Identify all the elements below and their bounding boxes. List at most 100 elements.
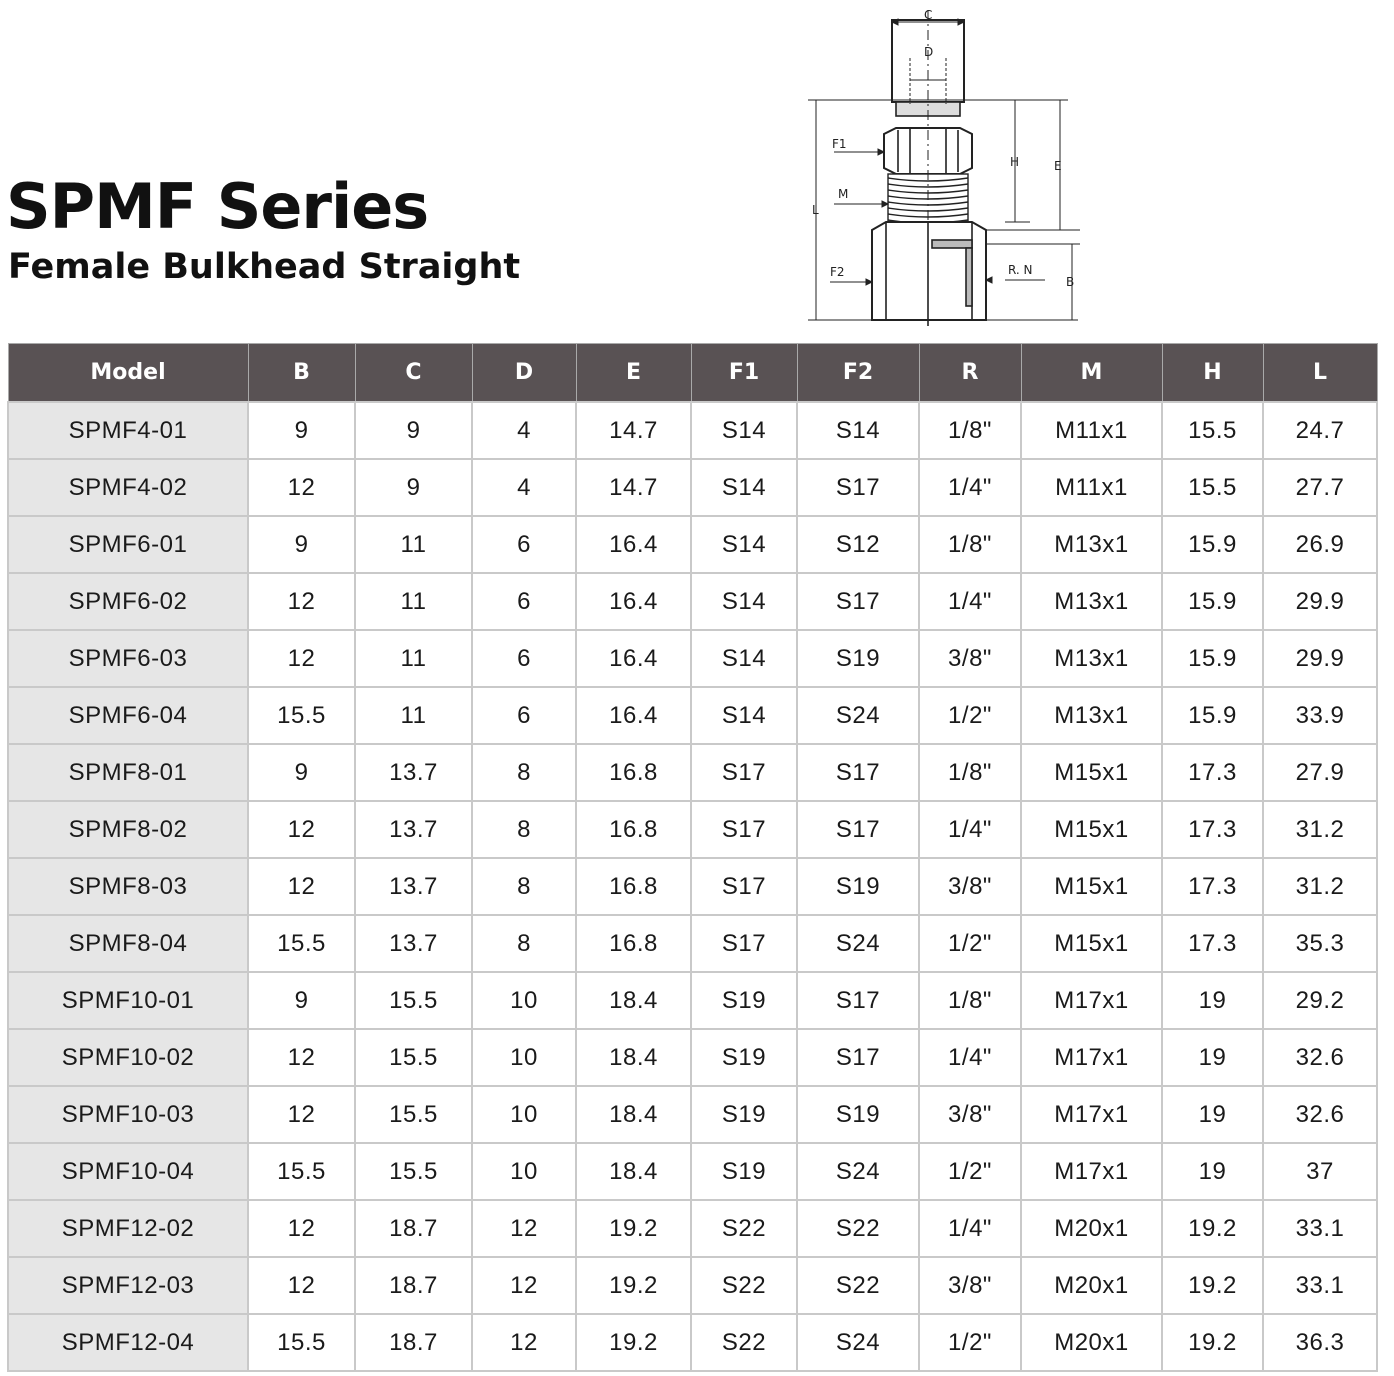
table-cell: 10 <box>471 971 577 1030</box>
table-cell: 31.2 <box>1262 857 1378 916</box>
table-cell: 12 <box>247 629 356 688</box>
table-cell: 16.4 <box>575 686 692 745</box>
page-title: SPMF Series <box>6 170 429 243</box>
table-cell: M17x1 <box>1020 1028 1163 1087</box>
table-cell: 3/8" <box>918 857 1022 916</box>
table-cell: 4 <box>471 401 577 460</box>
model-cell: SPMF12-04 <box>7 1313 249 1372</box>
table-cell: S14 <box>690 629 798 688</box>
table-cell: 15.5 <box>354 1028 473 1087</box>
table-cell: 19 <box>1161 1028 1264 1087</box>
table-cell: 1/2" <box>918 1313 1022 1372</box>
table-cell: 27.7 <box>1262 458 1378 517</box>
model-cell: SPMF8-04 <box>7 914 249 973</box>
table-header-row: Model B C D E F1 F2 R M H L <box>7 343 1378 403</box>
table-cell: 11 <box>354 515 473 574</box>
spec-table: Model B C D E F1 F2 R M H L SPMF4-01 9 9 4 1… <box>7 343 1378 1372</box>
table-cell: S17 <box>796 1028 920 1087</box>
table-cell: 9 <box>354 401 473 460</box>
table-cell: 1/4" <box>918 572 1022 631</box>
model-cell: SPMF10-02 <box>7 1028 249 1087</box>
model-cell: SPMF8-01 <box>7 743 249 802</box>
table-cell: 10 <box>471 1085 577 1144</box>
table-cell: 19.2 <box>1161 1313 1264 1372</box>
table-cell: 12 <box>247 572 356 631</box>
column-header: M <box>1020 343 1163 403</box>
table-cell: 11 <box>354 686 473 745</box>
table-cell: 15.5 <box>1161 401 1264 460</box>
column-header: L <box>1262 343 1378 403</box>
table-cell: 3/8" <box>918 1256 1022 1315</box>
table-cell: 8 <box>471 914 577 973</box>
table-cell: 27.9 <box>1262 743 1378 802</box>
table-cell: 11 <box>354 629 473 688</box>
table-cell: M17x1 <box>1020 1142 1163 1201</box>
table-cell: S19 <box>796 629 920 688</box>
table-cell: 8 <box>471 800 577 859</box>
table-cell: 32.6 <box>1262 1028 1378 1087</box>
table-row: SPMF6-04 15.5 11 6 16.4 S14 S24 1/2" M13x1 15.9 33… <box>7 686 1378 745</box>
table-cell: M15x1 <box>1020 857 1163 916</box>
model-cell: SPMF6-04 <box>7 686 249 745</box>
column-header: C <box>354 343 473 403</box>
table-row: SPMF10-03 12 15.5 10 18.4 S19 S19 3/8" M17x1 19 32… <box>7 1085 1378 1144</box>
table-cell: 1/8" <box>918 401 1022 460</box>
table-cell: 1/2" <box>918 914 1022 973</box>
table-cell: S17 <box>796 458 920 517</box>
table-cell: 12 <box>247 857 356 916</box>
column-header: R <box>918 343 1022 403</box>
table-cell: S17 <box>796 971 920 1030</box>
table-cell: S17 <box>796 800 920 859</box>
table-row: SPMF6-03 12 11 6 16.4 S14 S19 3/8" M13x1 15.9 29.9 <box>7 629 1378 688</box>
table-cell: S17 <box>690 800 798 859</box>
table-cell: M13x1 <box>1020 515 1163 574</box>
table-cell: 19.2 <box>575 1313 692 1372</box>
table-row: SPMF10-01 9 15.5 10 18.4 S19 S17 1/8" M17x1 19 29.… <box>7 971 1378 1030</box>
dimension-label-b: B <box>1066 275 1074 289</box>
table-cell: 12 <box>247 800 356 859</box>
table-cell: 11 <box>354 572 473 631</box>
model-cell: SPMF10-01 <box>7 971 249 1030</box>
model-cell: SPMF10-03 <box>7 1085 249 1144</box>
column-header: D <box>471 343 577 403</box>
table-cell: 17.3 <box>1161 914 1264 973</box>
table-cell: 19.2 <box>1161 1256 1264 1315</box>
table-cell: 3/8" <box>918 629 1022 688</box>
column-header: F1 <box>690 343 798 403</box>
table-cell: 18.4 <box>575 1085 692 1144</box>
table-cell: 1/4" <box>918 1028 1022 1087</box>
table-cell: S19 <box>796 857 920 916</box>
table-cell: M13x1 <box>1020 686 1163 745</box>
table-cell: S22 <box>690 1199 798 1258</box>
table-cell: 18.4 <box>575 1142 692 1201</box>
model-cell: SPMF10-04 <box>7 1142 249 1201</box>
table-cell: 16.4 <box>575 629 692 688</box>
table-row: SPMF12-03 12 18.7 12 19.2 S22 S22 3/8" M20x1 19.2… <box>7 1256 1378 1315</box>
table-cell: 16.8 <box>575 914 692 973</box>
column-header: F2 <box>796 343 920 403</box>
table-cell: 16.8 <box>575 743 692 802</box>
table-cell: 15.5 <box>354 1085 473 1144</box>
table-cell: 9 <box>354 458 473 517</box>
table-cell: 13.7 <box>354 914 473 973</box>
table-cell: 12 <box>471 1313 577 1372</box>
model-cell: SPMF4-02 <box>7 458 249 517</box>
table-cell: 19.2 <box>575 1256 692 1315</box>
table-cell: 9 <box>247 971 356 1030</box>
table-cell: 9 <box>247 515 356 574</box>
table-cell: 6 <box>471 629 577 688</box>
table-cell: M15x1 <box>1020 800 1163 859</box>
table-cell: 17.3 <box>1161 857 1264 916</box>
model-cell: SPMF6-01 <box>7 515 249 574</box>
table-cell: 15.5 <box>1161 458 1264 517</box>
table-cell: 6 <box>471 572 577 631</box>
table-cell: 1/8" <box>918 743 1022 802</box>
table-row: SPMF8-01 9 13.7 8 16.8 S17 S17 1/8" M15x1 17.3 27.… <box>7 743 1378 802</box>
dimension-label-c: C <box>924 8 932 22</box>
table-cell: 12 <box>247 1199 356 1258</box>
table-cell: M17x1 <box>1020 1085 1163 1144</box>
table-cell: S19 <box>690 971 798 1030</box>
table-cell: 18.7 <box>354 1313 473 1372</box>
table-cell: 31.2 <box>1262 800 1378 859</box>
table-cell: S17 <box>690 914 798 973</box>
